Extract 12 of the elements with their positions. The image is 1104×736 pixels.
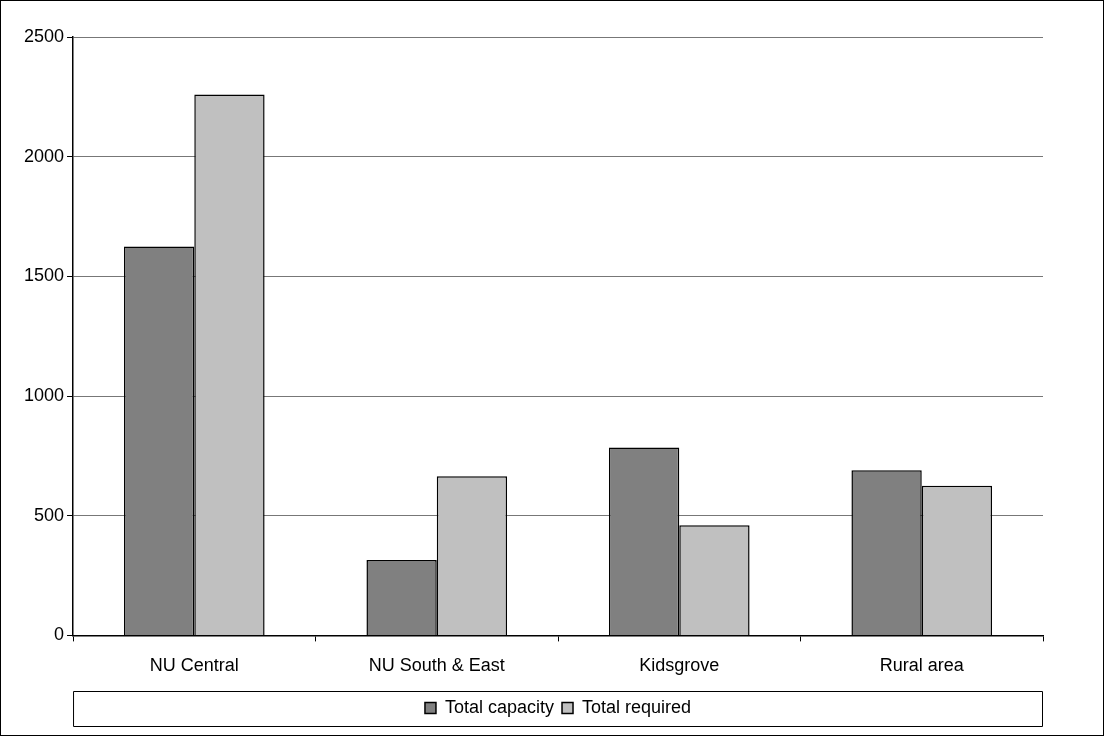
x-tick-label: Rural area — [879, 655, 965, 676]
x-tick-label: NU South & East — [368, 655, 505, 676]
x-tick-label: NU Central — [149, 655, 239, 676]
legend-label: Total required — [582, 696, 692, 717]
y-tick-label: 0 — [54, 624, 65, 645]
legend-label: Total capacity — [444, 696, 555, 717]
y-tick-label: 1000 — [24, 385, 65, 406]
y-tick-label: 2500 — [24, 25, 65, 46]
y-tick-label: 1500 — [24, 265, 65, 286]
y-tick-label: 2000 — [24, 145, 65, 166]
y-tick-label: 500 — [34, 504, 65, 525]
x-tick-label: Kidsgrove — [639, 655, 720, 676]
